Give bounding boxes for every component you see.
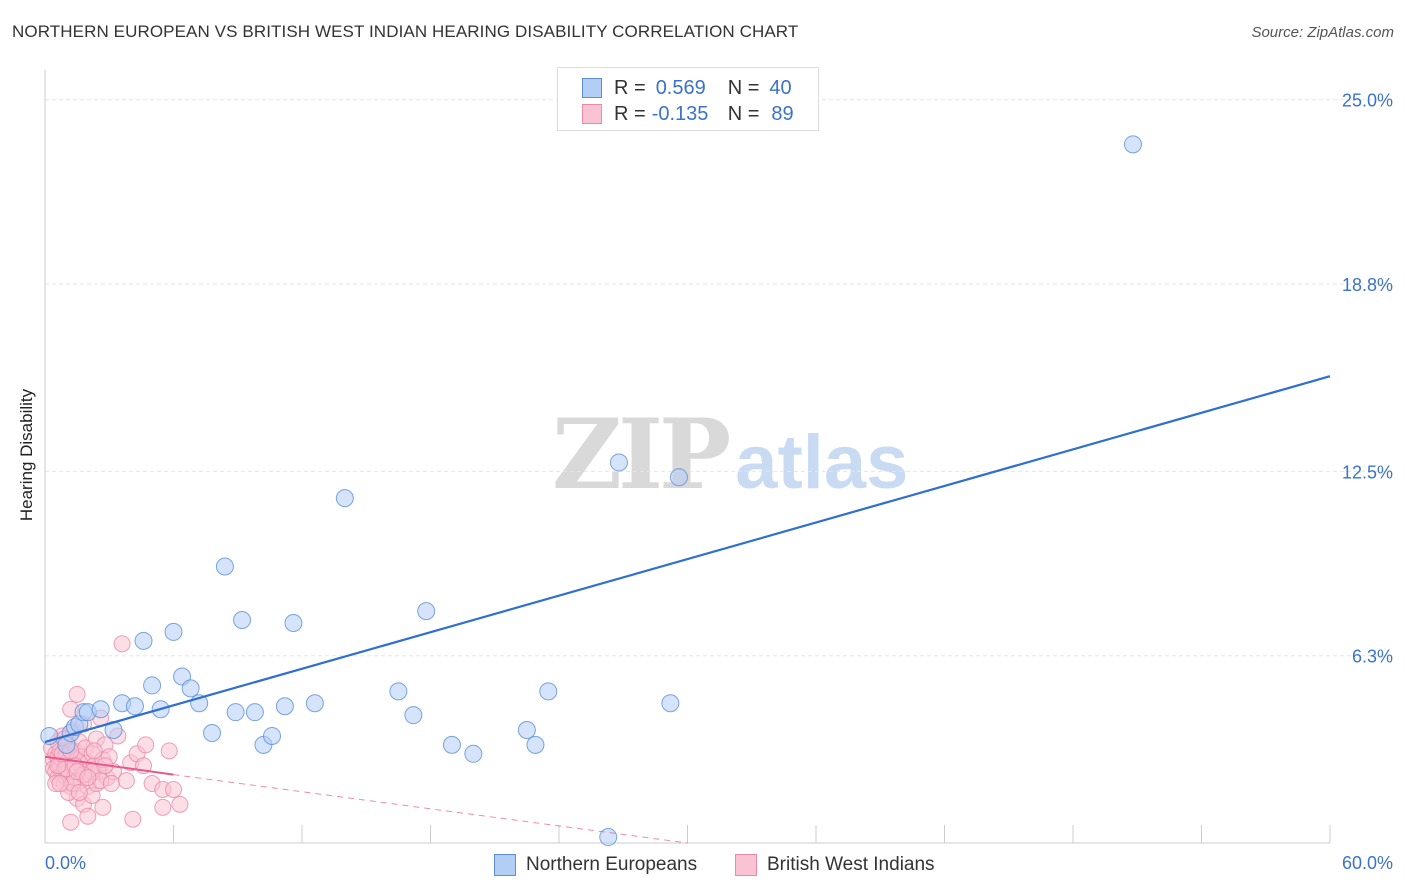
northern-europeans-point <box>226 703 245 722</box>
legend-n-value: 40 <box>769 76 792 99</box>
northern-europeans-point <box>245 703 264 722</box>
northern-europeans-point <box>417 602 436 621</box>
british-west-indians-point <box>154 798 172 816</box>
northern-europeans-point <box>1123 135 1142 154</box>
northern-europeans-point <box>134 631 153 650</box>
northern-europeans-point <box>404 706 423 725</box>
northern-europeans-point <box>539 682 558 701</box>
legend-swatch-blue <box>582 78 602 98</box>
northern-europeans-point <box>233 611 252 630</box>
british-west-indians-point <box>124 810 142 828</box>
northern-europeans-point <box>442 735 461 754</box>
bottom-legend-swatch-blue <box>494 854 516 876</box>
british-west-indians-point <box>160 742 178 760</box>
northern-europeans-point <box>599 828 618 847</box>
chart-title: NORTHERN EUROPEAN VS BRITISH WEST INDIAN… <box>12 22 799 41</box>
x-tick-label: 60.0% <box>1342 853 1393 873</box>
legend-n-label: N = <box>727 76 760 99</box>
british-west-indians-point <box>79 769 97 787</box>
british-west-indians-point <box>171 795 189 813</box>
legend-r-value: 0.569 <box>655 76 706 99</box>
british-west-indians-point <box>68 685 86 703</box>
northern-europeans-point <box>275 697 294 716</box>
source-credit: Source: ZipAtlas.com <box>1251 24 1394 41</box>
legend-n-label: N = <box>727 102 760 125</box>
northern-europeans-trendline <box>44 375 1331 743</box>
bottom-legend-northern-europeans[interactable]: Northern Europeans <box>494 852 697 878</box>
british-west-indians-point <box>117 772 135 790</box>
british-west-indians-point <box>102 775 120 793</box>
northern-europeans-point <box>40 726 59 745</box>
y-tick-label: 6.3% <box>1352 647 1393 667</box>
legend-r-value: -0.135 <box>651 102 709 125</box>
british-west-indians-point <box>113 635 131 653</box>
legend-r-label: R = <box>614 102 646 125</box>
legend-r-label: R = <box>614 76 646 99</box>
y-tick-label: 18.8% <box>1342 275 1393 295</box>
northern-europeans-point <box>464 744 483 763</box>
northern-europeans-point <box>203 723 222 742</box>
british-west-indians-point <box>85 742 103 760</box>
northern-europeans-point <box>305 694 324 713</box>
british-west-indians-point <box>70 783 88 801</box>
legend-row-northern-europeans: R = 0.569 N = 40 <box>582 76 792 100</box>
northern-europeans-point <box>609 453 628 472</box>
bottom-legend-label: Northern Europeans <box>526 854 698 875</box>
stats-legend: R = 0.569 N = 40 R = -0.135 N = 89 <box>557 67 819 131</box>
bottom-legend-swatch-pink <box>735 854 757 876</box>
y-tick-label: 25.0% <box>1342 91 1393 111</box>
northern-europeans-point <box>284 613 303 632</box>
northern-europeans-point <box>669 468 688 487</box>
british-west-indians-point <box>79 807 97 825</box>
northern-europeans-point <box>526 735 545 754</box>
british-west-indians-point <box>51 775 69 793</box>
northern-europeans-point <box>91 700 110 719</box>
british-west-indians-point <box>94 798 112 816</box>
northern-europeans-point <box>517 721 536 740</box>
legend-n-value: 89 <box>771 102 794 125</box>
northern-europeans-point <box>335 489 354 508</box>
british-west-indians-trendline <box>44 755 174 776</box>
northern-europeans-point <box>389 682 408 701</box>
northern-europeans-point <box>661 694 680 713</box>
british-west-indians-point <box>137 736 155 754</box>
legend-row-british-west-indians: R = -0.135 N = 89 <box>582 102 794 126</box>
northern-europeans-point <box>143 676 162 695</box>
northern-europeans-point <box>164 622 183 641</box>
bottom-legend-british-west-indians[interactable]: British West Indians <box>735 852 935 878</box>
northern-europeans-point <box>215 557 234 576</box>
bottom-legend-label: British West Indians <box>767 854 935 875</box>
legend-swatch-pink <box>582 104 602 124</box>
northern-europeans-point <box>181 679 200 698</box>
y-tick-label: 12.5% <box>1342 462 1393 482</box>
british-west-indians-point <box>62 813 80 831</box>
northern-europeans-point <box>125 697 144 716</box>
british-west-indians-trend-extension <box>173 774 688 844</box>
british-west-indians-point <box>165 780 182 798</box>
x-tick-label: 0.0% <box>45 853 86 873</box>
northern-europeans-point <box>263 726 282 745</box>
